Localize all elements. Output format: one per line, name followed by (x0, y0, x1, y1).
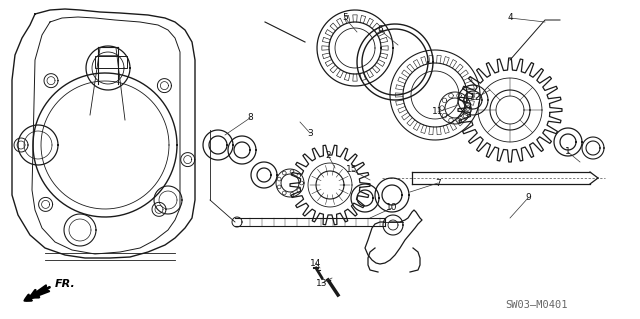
Text: SW03–M0401: SW03–M0401 (505, 300, 568, 310)
Text: 6: 6 (377, 26, 383, 34)
Text: 11: 11 (432, 108, 444, 116)
Text: 10: 10 (387, 204, 397, 212)
Text: 14: 14 (310, 258, 322, 268)
Text: 12: 12 (470, 93, 482, 102)
Text: 13: 13 (316, 278, 328, 287)
Text: 2: 2 (325, 151, 331, 160)
Text: 9: 9 (525, 194, 531, 203)
Text: FR.: FR. (55, 279, 76, 289)
Text: 5: 5 (342, 13, 348, 23)
Text: 15: 15 (346, 166, 358, 174)
Text: 3: 3 (307, 129, 313, 137)
Text: 8: 8 (247, 114, 253, 122)
Text: 7: 7 (435, 179, 441, 188)
Bar (95, 56, 127, 68)
Text: 1: 1 (565, 147, 571, 157)
Text: 4: 4 (507, 13, 513, 23)
